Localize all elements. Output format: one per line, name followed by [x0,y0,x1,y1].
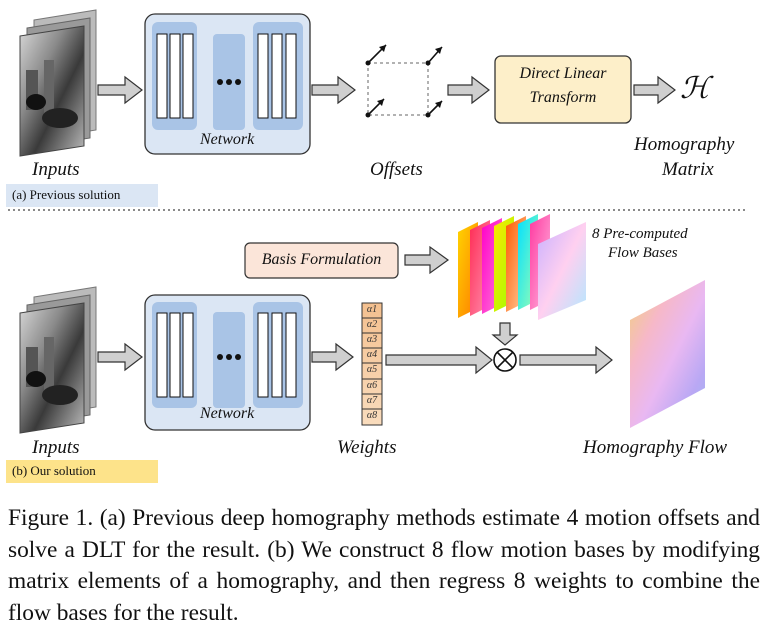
weight-alpha-4: α4 [366,349,378,360]
homography-flow-label: Homography Flow [583,437,728,458]
basis-formulation-box [244,242,399,279]
arrow-basis [404,245,450,275]
figure-graphic [8,9,745,434]
basis-formulation-label: Basis Formulation [261,251,382,268]
inputs-label-bottom: Inputs [32,437,80,458]
weight-alpha-7: α7 [366,395,378,406]
homography-label-line2: Matrix [662,159,714,180]
homography-label-line1: Homography [634,134,735,155]
multiply-operator-icon [493,348,517,372]
arrow-bottom-1 [97,342,143,372]
arrow-top-4 [633,75,676,105]
input-image-stack-top [19,9,97,157]
previous-solution-tag: (a) Previous solution [6,184,158,207]
inputs-label-top: Inputs [32,159,80,180]
network-block-bottom [144,294,311,431]
arrow-bottom-4 [519,345,613,375]
dlt-label-line2: Transform [529,89,597,106]
offsets-diagram [365,44,443,118]
weights-label: Weights [337,437,397,458]
weights-vector [361,302,383,426]
weight-alpha-6: α6 [366,380,378,391]
homography-symbol: ℋ [680,72,710,105]
arrow-top-2 [311,75,356,105]
bases-label-line1: 8 Pre-computed [592,226,688,242]
figure-panel: Inputs Network Offsets Direct Linear Tra… [6,9,745,483]
network-block-top [144,13,311,155]
weight-alpha-3: α3 [366,334,378,345]
arrow-top-1 [97,75,143,105]
our-solution-tag: (b) Our solution [6,460,158,483]
arrow-down-bases [491,322,519,346]
arrow-bottom-3 [385,345,493,375]
arrow-top-3 [447,75,490,105]
homography-flow-image [630,280,705,428]
network-label-top: Network [200,131,255,148]
weight-alpha-8: α8 [366,410,378,421]
dlt-box [494,55,632,124]
network-label-bottom: Network [200,405,255,422]
arrow-bottom-2 [311,342,354,372]
input-image-stack-bottom [19,286,97,434]
offsets-label: Offsets [370,159,423,180]
weight-alpha-1: α1 [366,304,378,315]
figure-caption: Figure 1. (a) Previous deep homography m… [8,505,760,626]
weight-alpha-2: α2 [366,319,378,330]
bases-label-line2: Flow Bases [608,245,678,261]
flow-bases-stack [458,214,586,320]
dlt-label-line1: Direct Linear [519,65,607,82]
weight-alpha-5: α5 [366,364,378,375]
